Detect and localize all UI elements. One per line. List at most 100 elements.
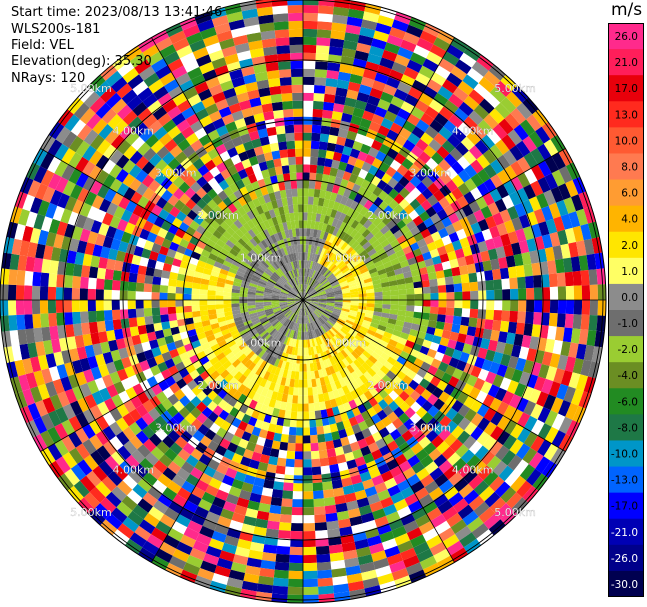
- velocity-gate: [303, 546, 317, 556]
- velocity-gate: [247, 252, 256, 260]
- velocity-gate: [343, 269, 352, 277]
- velocity-gate: [300, 244, 303, 253]
- velocity-gate: [394, 11, 412, 25]
- velocity-gate: [275, 37, 290, 47]
- velocity-gate: [379, 339, 389, 348]
- velocity-gate: [303, 300, 306, 308]
- velocity-gate: [167, 194, 180, 207]
- velocity-gate: [253, 272, 262, 279]
- velocity-gate: [276, 333, 284, 342]
- velocity-gate: [342, 376, 351, 386]
- velocity-gate: [142, 187, 155, 201]
- velocity-gate: [288, 434, 296, 444]
- velocity-gate: [422, 58, 439, 73]
- velocity-gate: [306, 371, 312, 380]
- velocity-gate: [556, 272, 566, 287]
- velocity-gate: [415, 395, 427, 407]
- range-label: 2.00km: [197, 209, 239, 222]
- velocity-gate: [468, 110, 484, 126]
- velocity-gate: [396, 315, 406, 322]
- velocity-gate: [334, 413, 343, 424]
- velocity-gate: [307, 314, 312, 323]
- velocity-gate: [231, 453, 243, 464]
- velocity-gate: [175, 211, 187, 222]
- velocity-gate: [190, 181, 202, 193]
- velocity-gate: [316, 273, 322, 281]
- velocity-gate: [459, 265, 469, 276]
- velocity-gate: [385, 422, 397, 434]
- velocity-gate: [191, 486, 206, 499]
- velocity-gate: [523, 323, 533, 337]
- velocity-gate: [473, 83, 490, 99]
- velocity-gate: [510, 475, 527, 493]
- velocity-gate: [385, 76, 401, 89]
- velocity-gate: [272, 5, 288, 15]
- velocity-gate: [202, 171, 214, 183]
- velocity-gate: [341, 308, 350, 313]
- velocity-gate: [84, 394, 97, 409]
- velocity-gate: [353, 243, 363, 252]
- velocity-gate: [161, 398, 173, 411]
- velocity-gate: [356, 331, 366, 340]
- colorbar-segment: [608, 388, 644, 415]
- velocity-gate: [146, 231, 158, 243]
- velocity-gate: [266, 363, 274, 373]
- velocity-gate: [371, 239, 381, 249]
- velocity-gate: [282, 308, 291, 315]
- velocity-gate: [303, 172, 310, 181]
- velocity-gate: [337, 71, 352, 82]
- velocity-gate: [462, 74, 479, 90]
- velocity-gate: [309, 339, 313, 348]
- velocity-gate: [314, 284, 322, 290]
- velocity-gate: [342, 233, 350, 242]
- velocity-gate: [334, 210, 342, 220]
- velocity-gate: [318, 295, 327, 298]
- velocity-gate: [136, 237, 147, 249]
- velocity-gate: [254, 402, 263, 412]
- velocity-gate: [427, 405, 440, 418]
- velocity-gate: [317, 327, 323, 336]
- velocity-gate: [368, 377, 378, 387]
- velocity-gate: [123, 440, 138, 455]
- velocity-gate: [285, 254, 291, 263]
- velocity-gate: [335, 502, 348, 513]
- velocity-gate: [272, 585, 288, 595]
- velocity-gate: [372, 186, 383, 197]
- velocity-gate: [295, 435, 303, 444]
- velocity-gate: [128, 213, 140, 226]
- velocity-gate: [541, 351, 553, 366]
- velocity-gate: [218, 272, 228, 280]
- velocity-gate: [133, 463, 149, 478]
- velocity-gate: [448, 93, 464, 108]
- velocity-gate: [289, 419, 297, 428]
- velocity-gate: [281, 426, 290, 435]
- velocity-gate: [332, 283, 341, 289]
- velocity-gate: [596, 268, 606, 285]
- velocity-gate: [372, 373, 382, 383]
- velocity-gate: [536, 391, 549, 407]
- velocity-gate: [482, 435, 497, 451]
- velocity-gate: [255, 214, 264, 224]
- velocity-gate: [354, 133, 366, 144]
- velocity-gate: [234, 84, 248, 96]
- velocity-gate: [541, 378, 554, 395]
- velocity-gate: [341, 267, 350, 274]
- velocity-gate: [274, 332, 282, 341]
- velocity-gate: [378, 190, 389, 201]
- velocity-gate: [310, 450, 320, 460]
- velocity-gate: [483, 421, 497, 436]
- velocity-gate: [308, 268, 312, 277]
- velocity-gate: [225, 467, 238, 479]
- velocity-gate: [47, 286, 57, 300]
- velocity-gate: [153, 126, 168, 140]
- velocity-gate: [445, 420, 458, 434]
- velocity-gate: [252, 235, 261, 245]
- velocity-gate: [247, 302, 256, 306]
- velocity-gate: [303, 387, 308, 396]
- velocity-gate: [228, 128, 241, 140]
- velocity-gate: [148, 179, 161, 193]
- velocity-gate: [328, 262, 335, 271]
- velocity-gate: [274, 424, 283, 434]
- velocity-gate: [311, 270, 316, 279]
- velocity-gate: [53, 351, 65, 366]
